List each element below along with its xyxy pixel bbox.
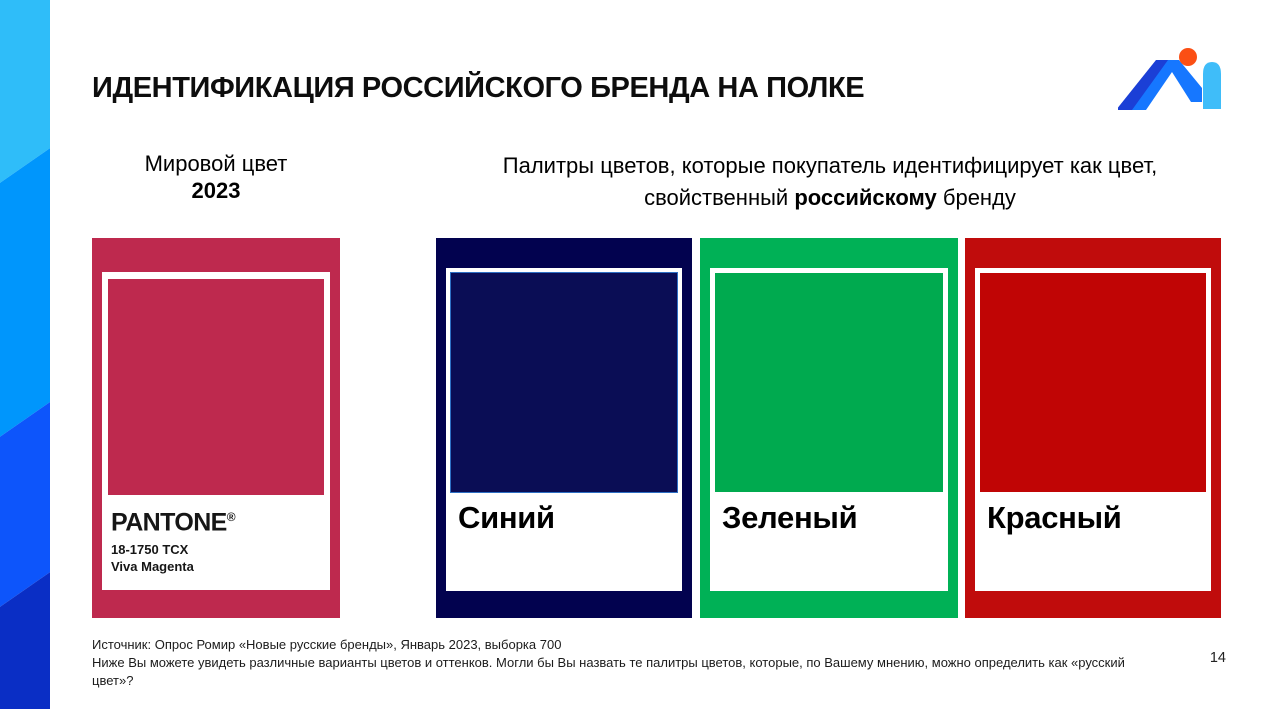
page-number: 14 xyxy=(1209,650,1226,666)
registered-mark: ® xyxy=(226,510,236,524)
pantone-card-inner: PANTONE® 18-1750 TCX Viva Magenta xyxy=(102,272,330,590)
palettes-subtitle: Палитры цветов, которые покупатель идент… xyxy=(425,150,1235,214)
logo-light-bar xyxy=(1203,62,1221,109)
palettes-subtitle-line2: свойственный российскому бренду xyxy=(425,182,1235,214)
pantone-brand-label: PANTONE® xyxy=(111,504,236,537)
blue-color-swatch xyxy=(450,272,678,493)
palette-card-green-inner: Зеленый xyxy=(710,268,948,591)
subtitle-line2-post: бренду xyxy=(936,185,1016,210)
green-color-swatch xyxy=(714,272,944,493)
stripe-segment-bright-blue xyxy=(0,402,50,607)
world-color-heading: Мировой цвет 2023 xyxy=(90,150,342,204)
pantone-card: PANTONE® 18-1750 TCX Viva Magenta xyxy=(92,238,340,618)
palette-card-blue-inner: Синий xyxy=(446,268,682,591)
stripe-segment-light-blue xyxy=(0,0,50,183)
palettes-subtitle-line1: Палитры цветов, которые покупатель идент… xyxy=(502,153,1158,178)
pantone-card-text: PANTONE® 18-1750 TCX Viva Magenta xyxy=(111,504,236,575)
logo-bright-stroke xyxy=(1132,60,1202,110)
palette-card-red-label: Красный xyxy=(987,500,1122,535)
romir-m-logo-icon xyxy=(1118,48,1221,110)
pantone-wordmark: PANTONE xyxy=(111,508,227,537)
survey-question-line: Ниже Вы можете увидеть различные вариант… xyxy=(92,655,1125,688)
red-color-swatch xyxy=(979,272,1207,493)
side-stripe xyxy=(0,0,50,709)
pantone-code-label: 18-1750 TCX xyxy=(111,542,189,558)
palette-card-green: Зеленый xyxy=(700,238,958,618)
logo-orange-dot xyxy=(1179,48,1197,66)
world-color-year: 2023 xyxy=(191,178,241,203)
palette-card-blue-label: Синий xyxy=(458,500,555,535)
slide-title: ИДЕНТИФИКАЦИЯ РОССИЙСКОГО БРЕНДА НА ПОЛК… xyxy=(92,72,865,104)
subtitle-line2-pre: свойственный xyxy=(644,185,795,210)
pantone-color-swatch xyxy=(108,279,324,495)
palette-card-green-label: Зеленый xyxy=(722,500,858,535)
logo-dark-stroke xyxy=(1118,60,1170,110)
source-line: Источник: Опрос Ромир «Новые русские бре… xyxy=(92,637,562,652)
palette-card-red-inner: Красный xyxy=(975,268,1211,591)
subtitle-line2-bold: российскому xyxy=(794,185,937,210)
palette-card-red: Красный xyxy=(965,238,1221,618)
world-color-heading-line1: Мировой цвет xyxy=(144,151,288,176)
stripe-segment-azure xyxy=(0,148,50,437)
palette-card-blue: Синий xyxy=(436,238,692,618)
footer-notes: Источник: Опрос Ромир «Новые русские бре… xyxy=(92,636,1150,690)
pantone-color-name: Viva Magenta xyxy=(111,559,194,575)
